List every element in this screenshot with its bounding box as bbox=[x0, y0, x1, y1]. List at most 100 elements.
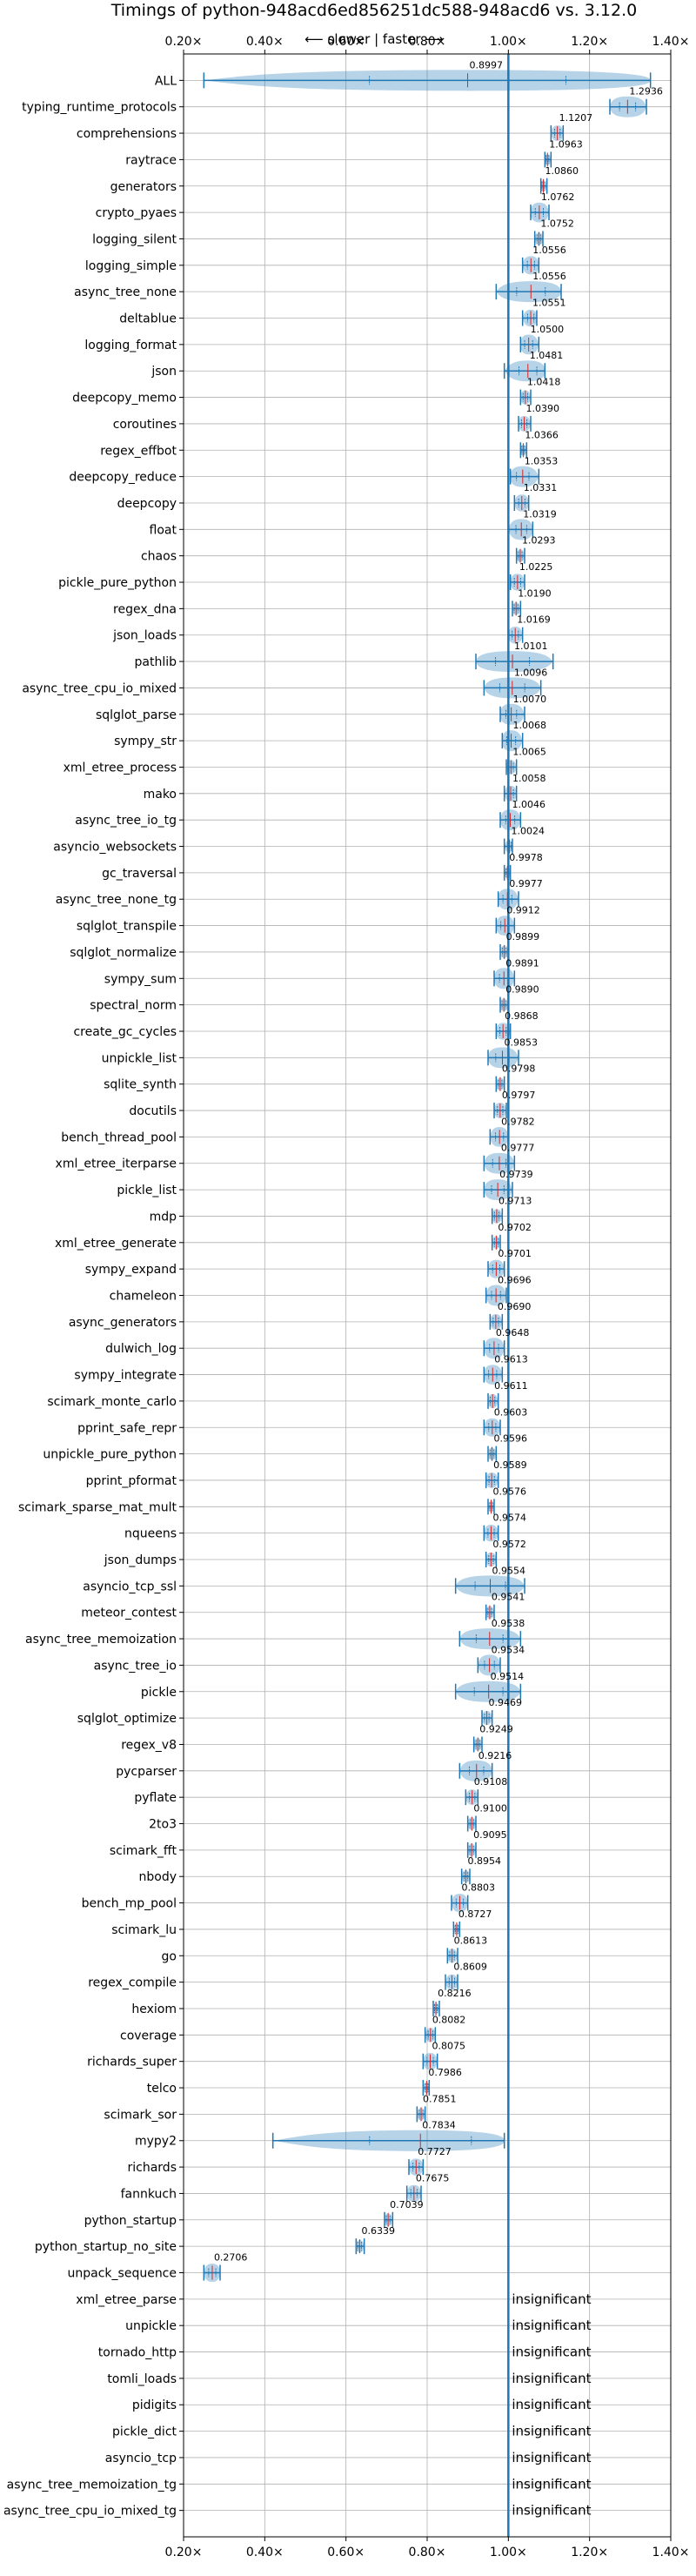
value-label: 0.8216 bbox=[438, 1988, 471, 1999]
value-label: 0.7834 bbox=[422, 2120, 455, 2131]
category-label: richards bbox=[128, 2161, 177, 2175]
category-label: unpickle bbox=[125, 2319, 177, 2333]
x-tick-label-top: 1.40× bbox=[652, 35, 690, 49]
value-label: 0.9690 bbox=[498, 1301, 532, 1312]
category-label: gc_traversal bbox=[102, 867, 177, 881]
category-label: pprint_safe_repr bbox=[77, 1421, 177, 1435]
value-label: 0.9702 bbox=[498, 1222, 532, 1233]
value-label: 1.0096 bbox=[514, 667, 548, 678]
value-label: 0.9541 bbox=[492, 1592, 525, 1603]
x-tick-label-bottom: 0.60× bbox=[327, 2546, 365, 2559]
category-label: async_tree_cpu_io_mixed bbox=[22, 681, 177, 695]
category-label: scimark_sor bbox=[104, 2108, 177, 2122]
x-tick-label-bottom: 0.20× bbox=[165, 2546, 203, 2559]
category-label: async_tree_cpu_io_mixed_tg bbox=[3, 2505, 177, 2519]
category-label: logging_format bbox=[84, 339, 177, 352]
category-label: hexiom bbox=[131, 2002, 177, 2016]
x-tick-label-bottom: 0.80× bbox=[409, 2546, 446, 2559]
value-label: 0.9739 bbox=[499, 1169, 533, 1180]
value-label: 0.8613 bbox=[454, 1935, 488, 1946]
category-label: pyflate bbox=[134, 1791, 177, 1805]
category-label: meteor_contest bbox=[81, 1607, 177, 1620]
category-label: sympy_sum bbox=[104, 972, 177, 986]
category-label: unpickle_pure_python bbox=[43, 1448, 177, 1462]
category-label: dulwich_log bbox=[105, 1342, 177, 1356]
insignificant-label: insignificant bbox=[512, 2291, 591, 2307]
value-label: 0.7727 bbox=[418, 2146, 452, 2157]
category-label: bench_mp_pool bbox=[82, 1897, 177, 1911]
category-label: spectral_norm bbox=[90, 999, 177, 1013]
category-label: nqueens bbox=[124, 1527, 177, 1541]
category-label: mdp bbox=[150, 1210, 177, 1224]
category-label: sympy_str bbox=[114, 735, 177, 748]
value-label: 0.9701 bbox=[498, 1248, 532, 1259]
category-label: pycparser bbox=[116, 1765, 177, 1779]
x-tick-label-top: 0.20× bbox=[165, 35, 203, 49]
category-label: regex_compile bbox=[88, 1976, 177, 1990]
category-label: xml_etree_iterparse bbox=[56, 1157, 177, 1171]
value-label: 0.9611 bbox=[494, 1380, 528, 1392]
insignificant-label: insignificant bbox=[512, 2318, 591, 2333]
category-label: asyncio_tcp_ssl bbox=[83, 1580, 177, 1593]
category-label: comprehensions bbox=[77, 127, 177, 141]
category-label: async_tree_memoization_tg bbox=[7, 2478, 177, 2492]
value-label: 0.9696 bbox=[498, 1275, 532, 1286]
category-label: pprint_pformat bbox=[86, 1474, 177, 1488]
value-label: 1.0101 bbox=[514, 641, 548, 652]
value-label: 1.0225 bbox=[519, 561, 553, 573]
value-label: 0.9891 bbox=[505, 957, 539, 969]
category-label: typing_runtime_protocols bbox=[22, 101, 177, 115]
category-label: asyncio_tcp bbox=[105, 2452, 177, 2465]
category-label: generators bbox=[110, 180, 177, 194]
value-label: 0.9912 bbox=[506, 905, 540, 916]
value-label: 1.0551 bbox=[532, 298, 566, 309]
labels: ALL typing_runtime_protocols comprehension… bbox=[3, 59, 663, 2518]
category-label: pathlib bbox=[135, 655, 177, 669]
insignificant-label: insignificant bbox=[512, 2345, 591, 2360]
category-label: bench_thread_pool bbox=[61, 1130, 177, 1144]
x-tick-label-bottom: 1.40× bbox=[652, 2546, 690, 2559]
category-label: sqlglot_transpile bbox=[77, 920, 177, 934]
chart-title: Timings of python-948acd6ed856251dc588-9… bbox=[110, 1, 637, 20]
category-label: float bbox=[150, 523, 177, 537]
category-label: xml_etree_parse bbox=[76, 2293, 177, 2307]
value-label: 0.7986 bbox=[428, 2067, 462, 2078]
value-label: 0.9868 bbox=[505, 1010, 539, 1022]
x-tick-label-bottom: 0.40× bbox=[246, 2546, 284, 2559]
value-label: 0.9899 bbox=[506, 931, 540, 943]
category-label: pickle_dict bbox=[112, 2425, 177, 2439]
value-label: 0.9589 bbox=[493, 1459, 527, 1471]
category-label: async_tree_memoization bbox=[25, 1633, 177, 1647]
value-label: 1.1207 bbox=[559, 112, 593, 124]
category-label: pickle_pure_python bbox=[58, 576, 177, 590]
category-label: coroutines bbox=[113, 418, 177, 432]
value-label: 1.0963 bbox=[549, 138, 583, 150]
value-label: 0.8803 bbox=[461, 1882, 495, 1894]
insignificant-label: insignificant bbox=[512, 2503, 591, 2519]
value-label: 0.9108 bbox=[474, 1776, 508, 1788]
category-label: go bbox=[162, 1949, 177, 1963]
value-label: 0.9574 bbox=[492, 1513, 526, 1524]
value-label: 1.0319 bbox=[523, 508, 557, 520]
value-label: 0.9798 bbox=[502, 1063, 536, 1075]
value-label: 0.9977 bbox=[509, 878, 543, 889]
category-label: sqlglot_optimize bbox=[77, 1712, 177, 1726]
value-label: 1.0169 bbox=[517, 614, 551, 626]
category-label: pickle bbox=[141, 1686, 177, 1700]
value-label: 0.9603 bbox=[494, 1406, 528, 1418]
value-label: 0.2706 bbox=[214, 2251, 247, 2263]
value-label: 0.8082 bbox=[432, 2014, 466, 2025]
category-label: sqlglot_parse bbox=[96, 708, 177, 722]
insignificant-label: insignificant bbox=[512, 2450, 591, 2465]
category-label: mypy2 bbox=[135, 2135, 177, 2149]
value-label: 0.9538 bbox=[492, 1618, 525, 1629]
value-label: 0.9713 bbox=[499, 1195, 532, 1206]
category-label: ALL bbox=[155, 74, 177, 88]
category-label: regex_effbot bbox=[100, 444, 177, 458]
value-label: 1.0353 bbox=[525, 456, 559, 467]
category-label: regex_dna bbox=[113, 602, 177, 616]
value-label: 0.9782 bbox=[501, 1116, 535, 1127]
category-label: json_loads bbox=[112, 629, 177, 643]
category-label: sqlglot_normalize bbox=[70, 946, 177, 960]
